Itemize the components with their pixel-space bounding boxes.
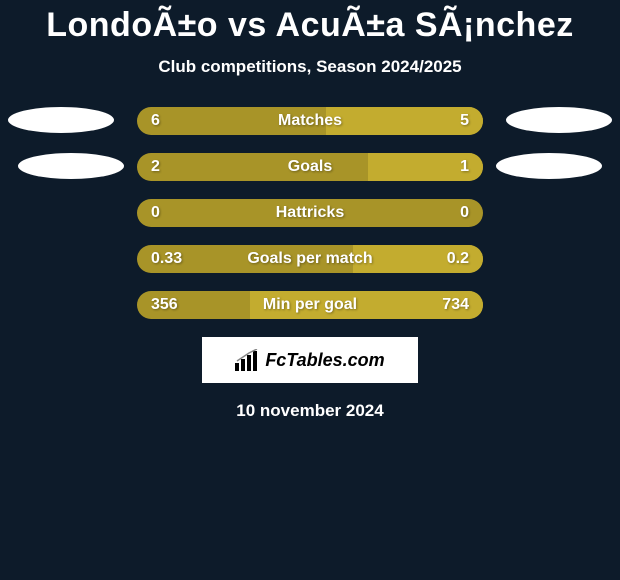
stat-row: 356734Min per goal <box>0 291 620 319</box>
comparison-widget: LondoÃ±o vs AcuÃ±a SÃ¡nchez Club competi… <box>0 6 620 421</box>
stat-label: Goals <box>137 153 483 181</box>
stat-bar: 00Hattricks <box>137 199 483 227</box>
page-title: LondoÃ±o vs AcuÃ±a SÃ¡nchez <box>0 6 620 45</box>
stat-rows: 65Matches 21Goals 00Hattricks 0.330.2Goals … <box>0 107 620 319</box>
stat-label: Matches <box>137 107 483 135</box>
stat-label: Min per goal <box>137 291 483 319</box>
stat-bar: 356734Min per goal <box>137 291 483 319</box>
stat-bar: 21Goals <box>137 153 483 181</box>
subtitle: Club competitions, Season 2024/2025 <box>0 57 620 77</box>
stat-bar: 65Matches <box>137 107 483 135</box>
logo-text: FcTables.com <box>265 350 384 371</box>
player-right-ellipse <box>496 153 602 179</box>
player-left-ellipse <box>8 107 114 133</box>
stat-row: 00Hattricks <box>0 199 620 227</box>
stat-row: 0.330.2Goals per match <box>0 245 620 273</box>
stat-row: 65Matches <box>0 107 620 135</box>
stat-row: 21Goals <box>0 153 620 181</box>
stat-label: Hattricks <box>137 199 483 227</box>
player-right-ellipse <box>506 107 612 133</box>
logo-box[interactable]: FcTables.com <box>202 337 418 383</box>
player-left-ellipse <box>18 153 124 179</box>
stat-bar: 0.330.2Goals per match <box>137 245 483 273</box>
bar-chart-icon <box>235 349 261 371</box>
date-label: 10 november 2024 <box>0 401 620 421</box>
stat-label: Goals per match <box>137 245 483 273</box>
